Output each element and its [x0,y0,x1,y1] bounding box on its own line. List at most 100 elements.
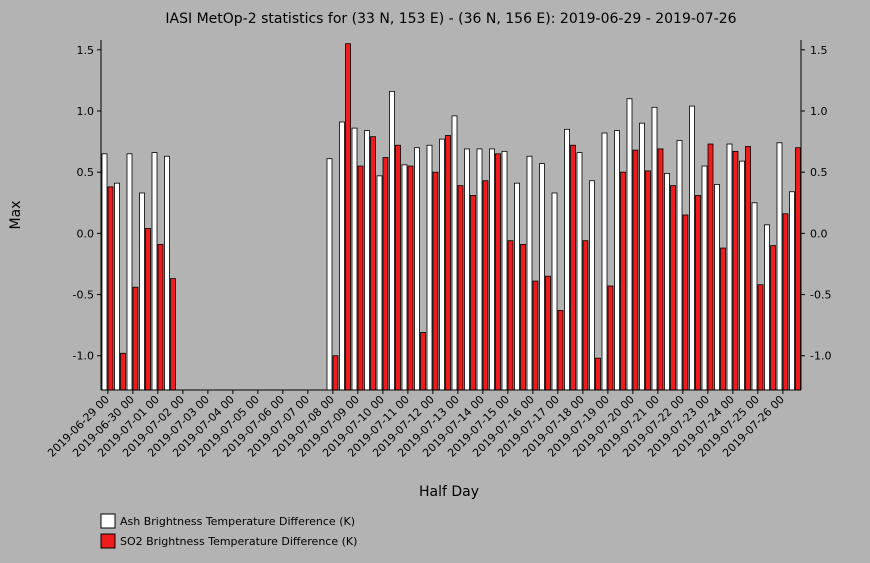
bar-so2-23 [395,144,401,391]
y-axis-right: 1.5 1.0 0.5 0.0 -0.5 -1.0 [801,44,831,363]
bar-so2-53 [770,245,776,391]
bar-ash-21 [364,130,370,391]
bar-so2-2 [132,286,139,391]
y-tick-label-left: 1.0 [77,105,95,118]
bar-so2-34 [532,280,539,391]
bar-ash-31 [489,148,495,391]
bar-so2-49 [720,247,726,391]
bar-so2-47 [695,195,701,391]
bar-ash-40 [601,132,608,391]
bar-ash-30 [476,148,483,391]
bar-so2-5 [170,278,176,391]
bar-ash-54 [776,142,783,391]
bar-so2-39 [595,357,601,391]
y-tick-label-right: 0.5 [810,166,828,179]
bar-ash-33 [514,182,520,391]
bar-so2-55 [795,147,801,391]
y-tick-label-right: 1.0 [810,105,828,118]
legend-label-ash: Ash Brightness Temperature Difference (K… [120,515,355,528]
bar-ash-38 [576,152,583,391]
bar-ash-27 [439,138,445,391]
y-tick-label-left: 1.5 [77,44,95,57]
bar-so2-29 [470,195,476,391]
bar-so2-44 [657,148,664,391]
bar-so2-46 [682,214,689,391]
bar-ash-48 [701,165,708,391]
bar-ash-52 [751,202,758,391]
bar-so2-30 [482,180,489,391]
bar-ash-28 [451,115,458,391]
bar-so2-31 [495,153,501,391]
y-tick-label-left: 0.0 [77,227,95,240]
bar-ash-24 [401,164,408,391]
plot-area [100,40,802,391]
bar-so2-33 [520,243,526,391]
y-tick-label-right: -1.0 [810,350,831,363]
chart-title: IASI MetOp-2 statistics for (33 N, 153 E… [165,11,736,27]
bar-so2-0 [107,186,114,391]
bar-so2-3 [145,228,151,391]
bar-so2-42 [632,149,639,391]
bar-ash-44 [651,106,658,391]
bar-ash-41 [614,130,620,391]
bar-so2-1 [120,352,126,391]
legend-swatch-so2 [100,533,116,549]
y-tick-label-left: -1.0 [73,350,94,363]
bar-ash-45 [664,172,670,391]
y-tick-label-left: -0.5 [73,289,94,302]
bar-ash-36 [551,192,558,391]
bar-so2-36 [557,310,564,391]
bar-ash-43 [639,122,645,391]
bar-ash-29 [464,148,470,391]
bar-ash-34 [526,155,533,391]
bar-so2-43 [645,170,651,391]
legend-label-so2: SO2 Brightness Temperature Difference (K… [120,535,357,548]
bar-ash-2 [126,153,133,391]
legend-swatch-ash [100,513,116,529]
bar-so2-54 [782,213,789,391]
bar-so2-40 [607,285,614,391]
bar-ash-25 [414,147,420,391]
y-tick-label-right: -0.5 [810,289,831,302]
bar-so2-51 [745,146,751,391]
bar-so2-25 [420,332,426,391]
bar-so2-37 [570,144,576,391]
legend: Ash Brightness Temperature Difference (K… [100,513,357,549]
bar-so2-24 [407,165,414,391]
bar-ash-19 [339,121,345,391]
bar-ash-46 [676,139,683,391]
bar-so2-50 [732,150,739,391]
bar-so2-38 [582,240,589,391]
y-axis-left: 1.5 1.0 0.5 0.0 -0.5 -1.0 [73,44,101,363]
bar-ash-3 [139,192,145,391]
bar-so2-21 [370,136,376,391]
bar-ash-49 [714,184,720,391]
bar-so2-19 [345,43,351,391]
bar-so2-22 [382,157,389,391]
bar-so2-35 [545,275,551,391]
bar-ash-5 [164,155,170,391]
bar-ash-53 [764,224,770,391]
bar-ash-1 [114,182,120,391]
y-axis-label: Max [8,201,24,230]
bar-so2-26 [432,171,439,391]
bar-ash-4 [151,152,158,391]
bar-so2-18 [332,355,339,391]
bar-ash-20 [351,127,358,391]
bar-so2-52 [757,284,764,391]
bar-ash-37 [564,128,570,391]
x-axis-label: Half Day [419,484,479,500]
bar-ash-18 [326,158,333,391]
bar-ash-39 [589,180,595,391]
bar-ash-35 [539,163,545,391]
bar-so2-20 [357,165,364,391]
bar-so2-4 [157,243,164,391]
bar-ash-32 [501,150,508,391]
bar-ash-47 [689,105,695,391]
bar-ash-0 [101,153,108,391]
y-tick-label-right: 0.0 [810,227,828,240]
bar-ash-55 [789,191,795,391]
bar-ash-42 [626,98,633,391]
